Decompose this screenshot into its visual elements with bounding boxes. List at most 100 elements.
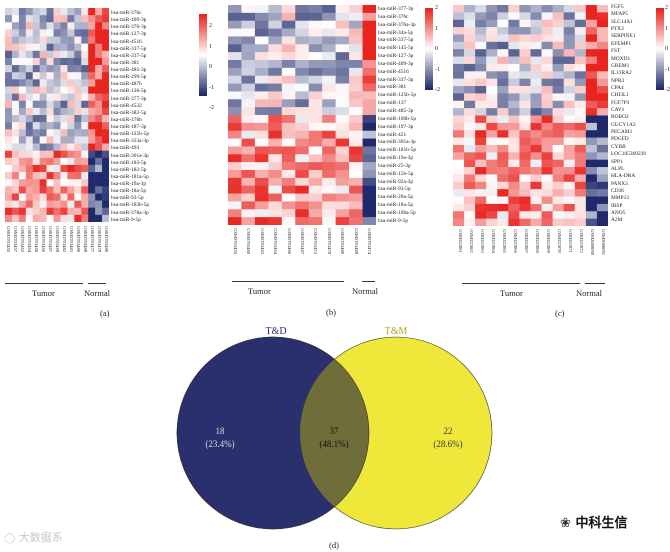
heatmap-cell <box>362 177 376 187</box>
heatmap-cell <box>308 154 323 163</box>
heatmap-cell <box>268 36 283 45</box>
heatmap-cell <box>322 75 336 84</box>
heatmap-cell <box>60 22 68 30</box>
heatmap-cell <box>475 203 487 212</box>
heatmap-cell <box>486 203 498 212</box>
heatmap-cell <box>268 177 283 187</box>
heatmap-cell <box>268 83 283 92</box>
heatmap-cell <box>519 78 531 87</box>
heatmap-cell <box>596 63 608 72</box>
heatmap-cell <box>464 71 476 79</box>
heatmap-col-label: GSM3703482 <box>61 226 67 253</box>
heatmap-cell <box>74 86 82 94</box>
heatmap-row-label: hsa-miR-299-5p <box>111 74 147 81</box>
heatmap-cell <box>295 138 310 147</box>
heatmap-cell <box>530 93 542 102</box>
heatmap-cell <box>268 201 283 210</box>
heatmap-cell <box>281 122 296 132</box>
heatmap-cell <box>335 36 350 45</box>
heatmap-cell <box>81 36 89 44</box>
heatmap-cell <box>308 44 323 53</box>
heatmap-cell <box>5 136 13 144</box>
heatmap-cell <box>74 200 82 209</box>
heatmap-cell <box>585 12 598 21</box>
heatmap-cell <box>228 130 242 139</box>
heatmap-cell <box>596 152 608 160</box>
heatmap-cell <box>46 57 54 66</box>
heatmap-cell <box>241 107 256 116</box>
heatmap-cell <box>5 86 13 94</box>
heatmap-cell <box>585 71 598 79</box>
heatmap-row-label: EFEMP1 <box>611 40 632 47</box>
heatmap-cell <box>281 5 296 14</box>
heatmap-cell <box>102 179 109 187</box>
heatmap-cell <box>585 122 598 131</box>
heatmap-row-label: hsa-miR-181a-5p <box>111 173 149 180</box>
heatmap-cell <box>88 207 96 216</box>
heatmap-cell <box>552 203 565 212</box>
heatmap-cell <box>46 115 54 123</box>
heatmap-cell <box>295 36 310 45</box>
heatmap-col-label: GSM322062 <box>468 229 474 253</box>
heatmap-cell <box>11 193 20 201</box>
heatmap-cell <box>362 75 376 84</box>
heatmap-cell <box>74 193 82 201</box>
heatmap-row-label: hsa-miR-15b-5p <box>378 170 414 177</box>
heatmap-cell <box>335 20 350 29</box>
heatmap-cell <box>95 107 103 116</box>
heatmap-cell <box>596 78 608 87</box>
scale-tick-label: -1 <box>435 66 440 73</box>
heatmap-cell <box>281 201 296 210</box>
heatmap-cell <box>228 83 242 92</box>
heatmap-cell <box>497 152 509 160</box>
heatmap-cell <box>25 115 34 123</box>
heatmap-cell <box>585 181 598 190</box>
heatmap-cell <box>508 167 520 175</box>
heatmap-cell <box>281 60 296 69</box>
heatmap-cell <box>25 164 34 173</box>
normal-label-c: Normal <box>576 288 602 298</box>
heatmap-b-color-scale <box>425 8 433 90</box>
heatmap-cell <box>88 200 96 209</box>
heatmap-cell <box>95 214 103 222</box>
heatmap-cell <box>18 193 27 201</box>
heatmap-cell <box>11 29 20 37</box>
heatmap-cell <box>11 65 20 73</box>
heatmap-cell <box>585 19 598 28</box>
heatmap-cell <box>497 12 509 21</box>
heatmap-cell <box>74 57 82 66</box>
scale-tick-label: -2 <box>209 105 214 111</box>
heatmap-cell <box>81 22 89 30</box>
heatmap-cell <box>241 20 256 29</box>
heatmap-cell <box>5 214 13 222</box>
heatmap-cell <box>95 129 103 137</box>
heatmap-cell <box>335 67 350 77</box>
heatmap-cell <box>508 144 520 153</box>
heatmap-cell <box>268 60 283 69</box>
heatmap-cell <box>563 56 576 65</box>
heatmap-cell <box>60 129 68 137</box>
heatmap-cell <box>5 65 13 73</box>
heatmap-cell <box>585 115 598 124</box>
heatmap-col-label: GSM3703467 <box>48 226 54 253</box>
heatmap-cell <box>530 196 542 205</box>
heatmap-cell <box>39 43 47 52</box>
heatmap-cell <box>596 203 608 212</box>
heatmap-cell <box>74 29 82 37</box>
heatmap-cell <box>39 214 47 222</box>
normal-group-line-c <box>585 283 605 284</box>
heatmap-cell <box>563 108 576 116</box>
heatmap-cell <box>322 217 336 225</box>
heatmap-cell <box>508 12 520 21</box>
heatmap-cell <box>46 79 54 87</box>
heatmap-cell <box>254 177 269 187</box>
heatmap-cell <box>530 71 542 79</box>
heatmap-cell <box>563 196 576 205</box>
heatmap-cell <box>541 122 553 131</box>
heatmap-cell <box>39 93 47 102</box>
heatmap-cell <box>574 56 587 65</box>
heatmap-cell <box>46 50 54 59</box>
heatmap-cell <box>596 218 608 226</box>
heatmap-cell <box>228 20 242 29</box>
heatmap-cell <box>53 122 61 130</box>
